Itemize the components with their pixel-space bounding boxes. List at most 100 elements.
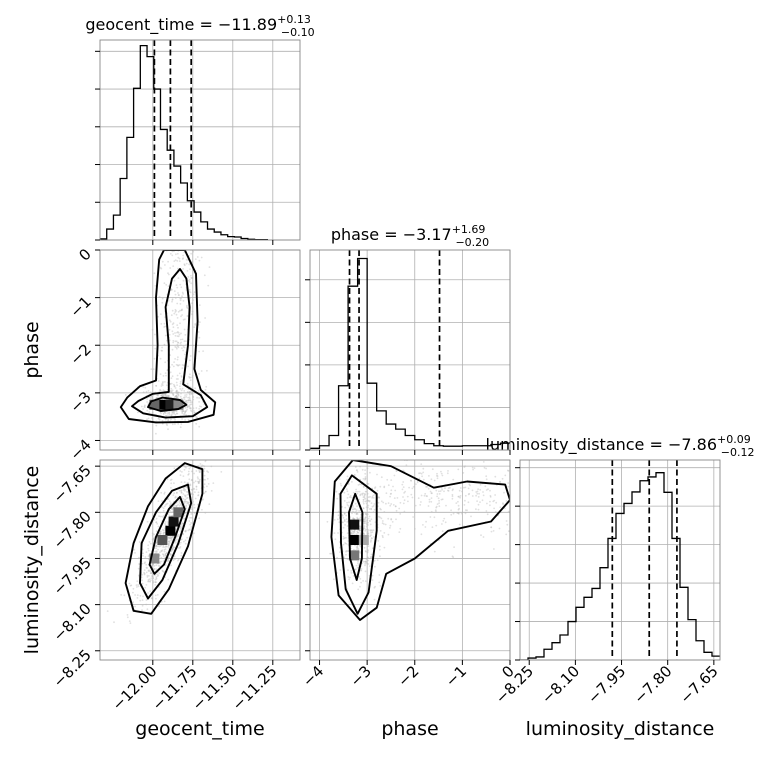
scatter-phase-vs-luminosity_distance-point [425,495,428,497]
scatter-phase-vs-luminosity_distance-point [371,574,374,577]
scatter-phase-vs-luminosity_distance-point [422,524,424,526]
scatter-geocent_time-vs-luminosity_distance-point [199,478,201,481]
scatter-geocent_time-vs-luminosity_distance-point [147,544,150,547]
scatter-geocent_time-vs-phase-point [171,323,174,326]
scatter-geocent_time-vs-luminosity_distance-point [172,494,175,496]
scatter-phase-vs-luminosity_distance-point [339,546,341,549]
scatter-geocent_time-vs-luminosity_distance-point [201,453,203,455]
scatter-phase-vs-luminosity_distance-point [403,499,406,502]
scatter-phase-vs-luminosity_distance-point [441,523,443,525]
scatter-phase-vs-luminosity_distance-point [374,487,376,489]
scatter-phase-vs-luminosity_distance-point [459,496,461,499]
scatter-phase-vs-luminosity_distance-point [362,501,365,503]
scatter-phase-vs-luminosity_distance-point [435,510,437,513]
scatter-phase-vs-luminosity_distance-point [362,507,365,510]
scatter-geocent_time-vs-luminosity_distance-point [137,574,140,577]
scatter-geocent_time-vs-luminosity_distance-point [182,487,185,489]
scatter-geocent_time-vs-phase-point [171,363,174,366]
scatter-geocent_time-vs-luminosity_distance-point [190,479,193,482]
scatter-geocent_time-vs-phase-point [177,364,180,367]
scatter-geocent_time-vs-luminosity_distance-point [183,501,186,503]
scatter-geocent_time-vs-phase-point [184,411,187,414]
scatter-phase-vs-luminosity_distance-point [343,518,346,521]
scatter-geocent_time-vs-phase-point [189,399,192,402]
scatter-phase-vs-luminosity_distance-point [367,545,370,547]
scatter-geocent_time-vs-luminosity_distance-point [177,559,179,562]
scatter-phase-vs-luminosity_distance-point [348,578,350,581]
scatter-geocent_time-vs-luminosity_distance-point [174,496,177,499]
scatter-geocent_time-vs-phase-point [175,284,178,286]
scatter-phase-vs-luminosity_distance-point [356,492,359,495]
scatter-geocent_time-vs-luminosity_distance-point [113,621,115,624]
scatter-geocent_time-vs-phase-point [171,309,174,312]
scatter-phase-vs-luminosity_distance-point [390,492,392,495]
scatter-geocent_time-vs-phase-point [161,349,164,352]
scatter-geocent_time-vs-luminosity_distance-point [151,597,153,600]
scatter-geocent_time-vs-luminosity_distance-point [153,568,156,570]
scatter-geocent_time-vs-phase-point [163,326,166,328]
scatter-geocent_time-vs-luminosity_distance-point [167,543,170,545]
scatter-geocent_time-vs-luminosity_distance-point [168,500,171,503]
scatter-phase-vs-luminosity_distance-point [358,483,361,486]
scatter-geocent_time-vs-luminosity_distance-point [201,464,204,467]
scatter-phase-vs-luminosity_distance-point [352,508,355,511]
scatter-geocent_time-vs-phase-point [175,346,178,349]
scatter-phase-vs-luminosity_distance-point [371,531,374,534]
scatter-geocent_time-vs-phase-point [198,425,201,428]
scatter-phase-vs-luminosity_distance-point [366,551,369,553]
scatter-geocent_time-vs-phase-point [193,326,196,328]
scatter-phase-vs-luminosity_distance-point [420,533,423,536]
scatter-phase-vs-luminosity_distance-point [346,475,349,478]
scatter-phase-vs-luminosity_distance-point [343,556,345,559]
scatter-geocent_time-vs-phase-point [146,401,149,403]
scatter-geocent_time-vs-luminosity_distance-point [164,522,167,525]
scatter-phase-vs-luminosity_distance-point [347,493,350,496]
scatter-geocent_time-vs-luminosity_distance-point [180,489,183,492]
scatter-phase-vs-luminosity_distance-point [367,483,370,485]
scatter-geocent_time-vs-luminosity_distance-point [194,512,196,515]
scatter-geocent_time-vs-luminosity_distance-point [151,563,154,565]
scatter-geocent_time-vs-luminosity_distance-point [158,515,160,517]
scatter-geocent_time-vs-luminosity_distance-point [173,467,176,470]
scatter-geocent_time-vs-luminosity_distance-point [158,545,161,548]
scatter-geocent_time-vs-phase-point [169,320,172,323]
scatter-geocent_time-vs-luminosity_distance-point [134,605,137,608]
scatter-phase-vs-luminosity_distance-point [385,502,387,505]
scatter-phase-vs-luminosity_distance-point [355,513,358,515]
scatter-phase-vs-luminosity_distance-point [378,496,381,499]
scatter-phase-vs-luminosity_distance-point [362,499,365,501]
scatter-phase-vs-luminosity_distance-point [376,489,379,492]
scatter-geocent_time-vs-luminosity_distance-point [161,515,163,518]
scatter-phase-vs-luminosity_distance-point [473,467,476,469]
scatter-geocent_time-vs-luminosity_distance-point [155,521,158,523]
scatter-geocent_time-vs-phase-point [188,377,191,379]
scatter-geocent_time-vs-phase-point [161,419,164,422]
scatter-phase-vs-luminosity_distance-point [408,486,410,489]
scatter-geocent_time-vs-phase-point [175,394,178,397]
hist-luminosity_distance-bar-21 [688,620,696,660]
scatter-geocent_time-vs-luminosity_distance-point [167,559,170,562]
scatter-phase-vs-luminosity_distance-point [379,530,382,532]
scatter-geocent_time-vs-luminosity_distance-point [179,525,182,528]
scatter-phase-vs-luminosity_distance-point [464,509,467,512]
scatter-geocent_time-vs-phase-point [176,260,179,262]
scatter-geocent_time-vs-phase-point [153,272,156,275]
scatter-geocent_time-vs-luminosity_distance-point [154,578,157,581]
scatter-phase-vs-luminosity_distance-point [483,466,486,469]
hist-geocent_time-bar-17 [214,232,221,240]
scatter-geocent_time-vs-phase-yticklabel-1: −3 [66,388,94,416]
scatter-geocent_time-vs-phase-point [198,401,201,403]
scatter-geocent_time-vs-luminosity_distance-point [168,537,171,540]
scatter-geocent_time-vs-phase-point [160,323,163,325]
scatter-geocent_time-vs-phase-point [150,368,153,370]
scatter-geocent_time-vs-luminosity_distance-point [198,482,200,484]
scatter-phase-vs-luminosity_distance-point [495,501,498,504]
scatter-geocent_time-vs-luminosity_distance-point [165,545,167,548]
scatter-geocent_time-vs-phase-point [204,317,207,319]
scatter-geocent_time-vs-phase-point [175,396,178,398]
scatter-geocent_time-vs-phase-point [174,423,176,425]
scatter-phase-vs-luminosity_distance-point [383,532,386,534]
scatter-geocent_time-vs-luminosity_distance-point [164,548,167,550]
scatter-geocent_time-vs-phase-point [171,299,174,301]
scatter-geocent_time-vs-luminosity_distance-point [171,549,174,551]
